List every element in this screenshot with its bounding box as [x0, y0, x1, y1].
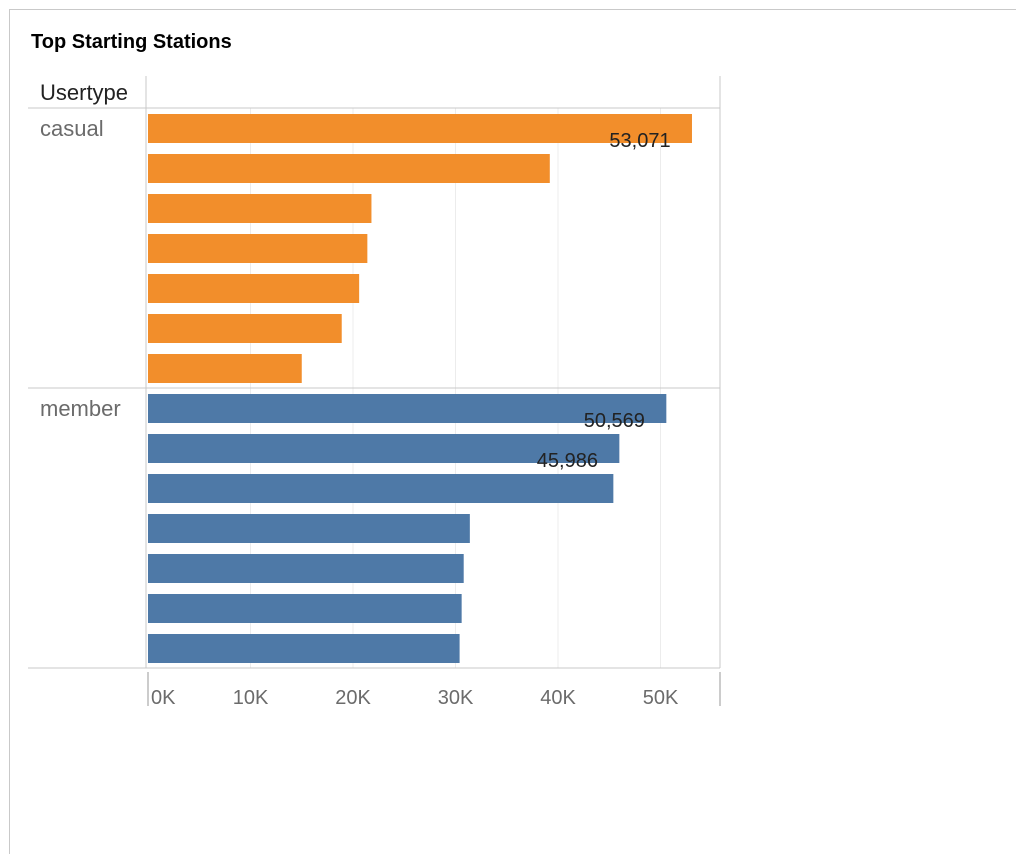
- row-label-casual: casual: [40, 116, 104, 141]
- x-tick-label-5: 50K: [643, 687, 679, 709]
- bar-casual-4[interactable]: [148, 234, 368, 263]
- x-axis: 0K 10K 20K 30K 40K 50K: [147, 672, 721, 709]
- x-tick-label-2: 20K: [335, 687, 371, 709]
- bar-casual-6[interactable]: [148, 314, 342, 343]
- bar-member-3[interactable]: [148, 474, 614, 503]
- bar-member-6[interactable]: [148, 594, 462, 623]
- x-tick-label-4: 40K: [540, 687, 576, 709]
- bars[interactable]: [148, 114, 692, 663]
- bar-casual-1[interactable]: [148, 114, 692, 143]
- data-label-casual-1: 53,071: [609, 130, 670, 152]
- bar-casual-3[interactable]: [148, 194, 372, 223]
- chart-frame: [9, 9, 1016, 854]
- data-label-member-2: 45,986: [537, 450, 598, 472]
- bar-member-1[interactable]: [148, 394, 667, 423]
- x-tick-label-1: 10K: [233, 687, 269, 709]
- table-lines: [28, 76, 721, 669]
- data-labels: 53,071 50,569 45,986: [537, 130, 671, 472]
- bar-casual-5[interactable]: [148, 274, 360, 303]
- bar-member-4[interactable]: [148, 514, 470, 543]
- bar-member-7[interactable]: [148, 634, 460, 663]
- bar-casual-2[interactable]: [148, 154, 550, 183]
- x-tick-label-3: 30K: [438, 687, 474, 709]
- bar-casual-7[interactable]: [148, 354, 302, 383]
- chart-title: Top Starting Stations: [31, 31, 232, 53]
- bar-member-2[interactable]: [148, 434, 620, 463]
- data-label-member-1: 50,569: [584, 410, 645, 432]
- row-header-usertype: Usertype: [40, 80, 128, 105]
- row-label-member: member: [40, 396, 121, 421]
- row-labels: casual member: [40, 116, 121, 421]
- x-tick-label-0: 0K: [151, 687, 176, 709]
- bar-member-5[interactable]: [148, 554, 464, 583]
